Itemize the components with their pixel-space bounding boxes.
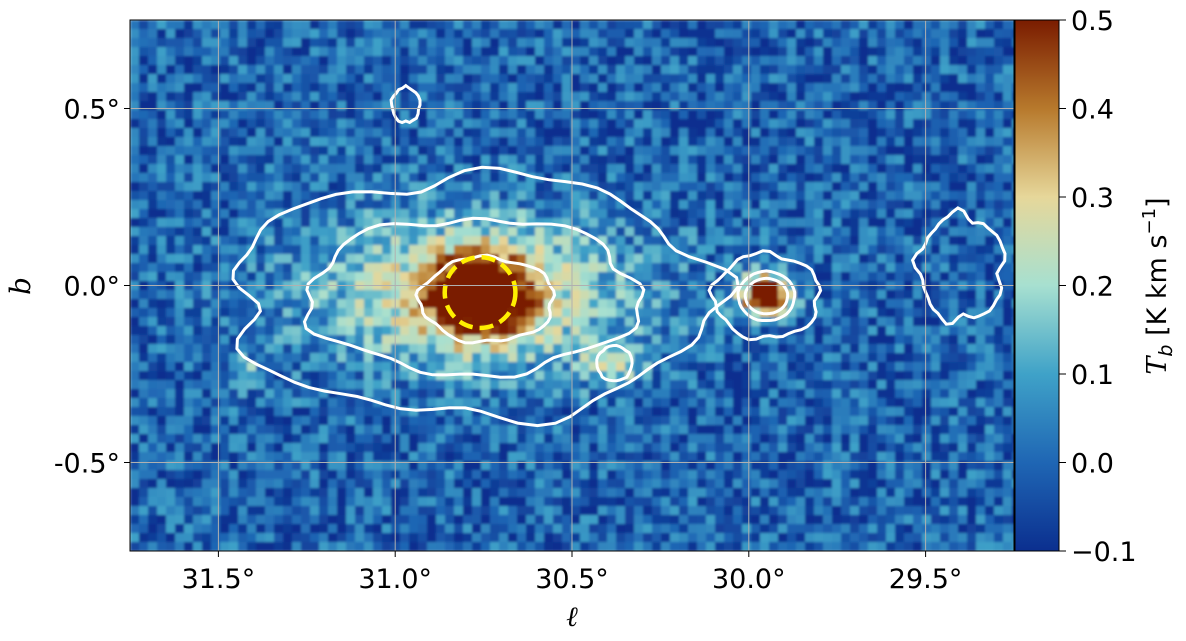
colorbar-tick-label: 0.1 <box>1071 360 1114 391</box>
colorbar <box>1014 19 1060 552</box>
x-tick-label: 31.5° <box>182 564 256 595</box>
contour-point-outer <box>707 249 823 342</box>
grid-lines <box>130 20 1014 551</box>
contour-middle <box>302 216 646 379</box>
y-tick-label: 0.0° <box>64 272 120 303</box>
contour-north-islet <box>389 83 422 125</box>
y-axis: 0.5° 0.0° -0.5° <box>54 95 130 480</box>
colorbar-title: Tb [K km s−1] <box>1139 197 1177 374</box>
colorbar-tick-label: 0.0 <box>1071 449 1114 480</box>
colorbar-title-symbol: T <box>1142 355 1173 375</box>
colorbar-title-close: ] <box>1142 197 1173 208</box>
colorbar-tick-label: 0.4 <box>1071 95 1114 126</box>
colorbar-title-subscript: b <box>1155 345 1177 357</box>
x-axis-title: ℓ <box>566 600 578 633</box>
x-axis: 31.5° 31.0° 30.5° 30.0° 29.5° <box>182 551 963 595</box>
y-tick-label: -0.5° <box>54 449 120 480</box>
colorbar-ticks: 0.5 0.4 0.3 0.2 0.1 0.0 −0.1 <box>1059 6 1137 568</box>
contour-inner <box>414 253 557 345</box>
x-tick-label: 31.0° <box>358 564 432 595</box>
colorbar-tick-label: 0.5 <box>1071 6 1114 37</box>
colorbar-title-exponent: −1 <box>1139 208 1160 235</box>
colorbar-tick-label: 0.3 <box>1071 183 1114 214</box>
colorbar-title-units: [K km s <box>1142 235 1173 345</box>
contour-point-middle <box>736 269 797 322</box>
x-tick-label: 30.0° <box>712 564 786 595</box>
y-tick-label: 0.5° <box>64 95 120 126</box>
contour-east <box>910 206 1007 326</box>
y-axis-title: b <box>4 277 37 295</box>
x-tick-label: 29.5° <box>889 564 963 595</box>
dashed-circle-marker <box>442 254 518 331</box>
contour-knot <box>595 343 634 383</box>
contour-lines <box>231 83 1007 428</box>
colorbar-tick-label: −0.1 <box>1071 537 1137 568</box>
heatmap-image <box>130 20 1014 551</box>
contour-point-inner <box>743 276 790 316</box>
colorbar-tick-label: 0.2 <box>1071 272 1114 303</box>
x-tick-label: 30.5° <box>535 564 609 595</box>
contour-outer <box>231 165 740 428</box>
